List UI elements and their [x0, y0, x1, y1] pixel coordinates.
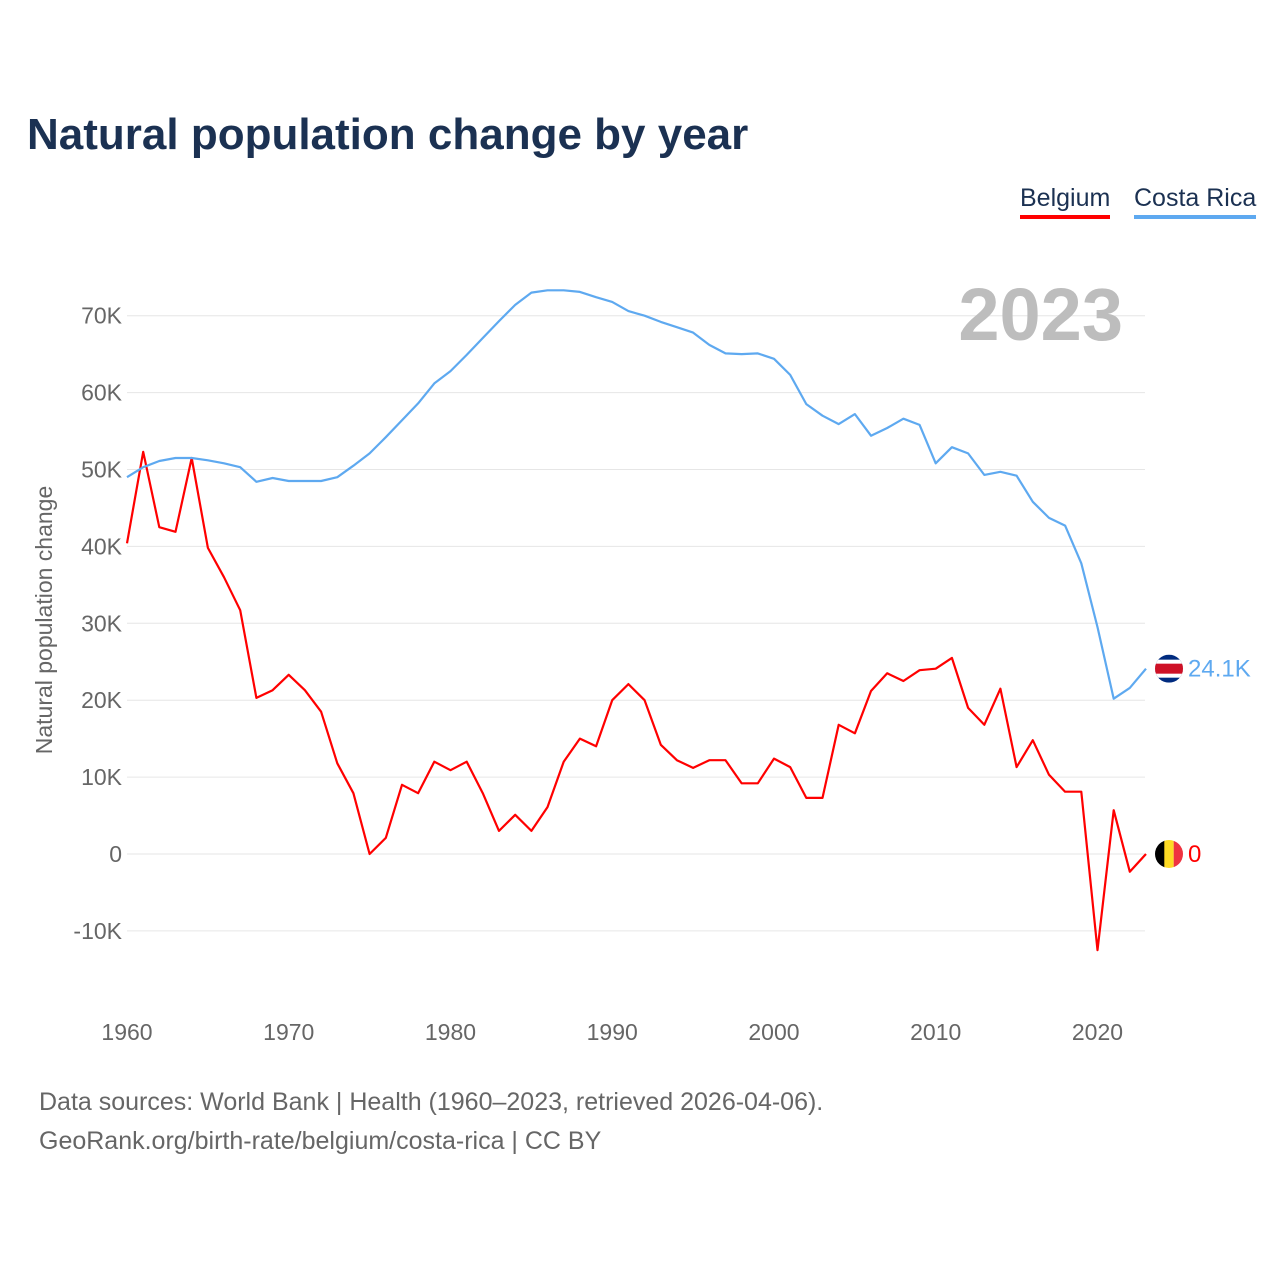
x-tick-label: 1980	[425, 1019, 476, 1045]
y-tick-label: 30K	[81, 610, 123, 636]
x-tick-label: 2010	[910, 1019, 961, 1045]
y-tick-label: 10K	[81, 764, 123, 790]
costa-rica-flag-icon	[1155, 654, 1183, 683]
series-line-costa-rica	[126, 289, 1147, 700]
x-tick-label: 2000	[748, 1019, 799, 1045]
y-tick-label: 60K	[81, 380, 123, 406]
legend-belgium[interactable]: Belgium	[1020, 184, 1111, 219]
year-watermark: 2023	[958, 273, 1123, 356]
legend-costa-rica[interactable]: Costa Rica	[1134, 184, 1257, 219]
y-tick-label: 0	[109, 841, 122, 867]
y-tick-label: 50K	[81, 457, 123, 483]
chart-title: Natural population change by year	[27, 110, 749, 159]
belgium-flag-icon	[1155, 840, 1183, 868]
series-line-belgium	[125, 450, 1147, 952]
end-value-label: 0	[1188, 841, 1201, 868]
footer-link[interactable]: GeoRank.org/birth-rate/belgium/costa-ric…	[39, 1127, 602, 1155]
x-tick-label: 2020	[1072, 1019, 1123, 1045]
y-tick-label: 40K	[81, 533, 123, 559]
end-value-label: 24.1K	[1188, 656, 1251, 683]
x-tick-label: 1960	[101, 1019, 152, 1045]
y-tick-label: 70K	[81, 303, 123, 329]
x-tick-label: 1970	[263, 1019, 314, 1045]
x-tick-label: 1990	[587, 1019, 638, 1045]
y-tick-label: 20K	[81, 687, 123, 713]
y-axis-label: Natural population change	[31, 486, 57, 755]
footer-sources: Data sources: World Bank | Health (1960–…	[39, 1088, 824, 1116]
y-tick-label: -10K	[73, 918, 122, 944]
